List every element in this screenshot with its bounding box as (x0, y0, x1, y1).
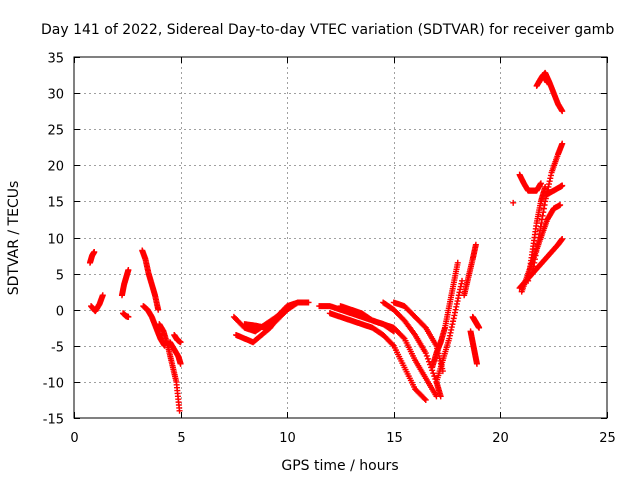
data-point (155, 306, 162, 313)
chart-title: Day 141 of 2022, Sidereal Day-to-day VTE… (41, 22, 614, 38)
data-point (557, 202, 564, 209)
y-tick-label: 0 (56, 305, 64, 320)
data-point (422, 350, 429, 357)
data-point (125, 266, 132, 273)
data-point (459, 277, 466, 284)
data-point (99, 292, 106, 299)
axis-ticks: 0 5 10 15 20 25 -15 -10 -5 0 5 10 15 20 25 30 35 (43, 52, 616, 447)
data-point (473, 360, 480, 367)
y-tick-label: 25 (47, 124, 64, 139)
x-axis-label: GPS time / hours (281, 458, 398, 474)
data-point-trace (424, 355, 431, 362)
y-axis-label: SDTVAR / TECUs (6, 181, 22, 296)
data-point (476, 324, 483, 331)
x-tick-label: 20 (492, 431, 509, 446)
y-tick-label: -5 (51, 341, 64, 356)
y-tick-label: 5 (56, 269, 64, 284)
grid (74, 57, 607, 418)
data-point (177, 339, 184, 346)
data-point (559, 182, 566, 189)
data-point (177, 360, 184, 367)
data-point (544, 79, 551, 86)
data-point (91, 248, 98, 255)
x-tick-label: 0 (70, 431, 78, 446)
plot-frame (73, 56, 608, 419)
data-point (454, 259, 461, 266)
data-point (176, 407, 183, 414)
data-point (294, 299, 301, 306)
data-point (125, 313, 132, 320)
data-point-trace (423, 352, 430, 359)
data-point (305, 299, 312, 306)
data-point-trace (400, 334, 407, 341)
data-point-trace (431, 373, 438, 380)
x-tick-label: 25 (599, 431, 616, 446)
x-tick-label: 5 (177, 431, 185, 446)
data-point-trace (293, 300, 300, 307)
data-point-trace (389, 341, 396, 348)
data-point (559, 140, 566, 147)
data-point (542, 183, 549, 190)
data-point (559, 108, 566, 115)
y-tick-label: -15 (43, 413, 64, 428)
y-tick-label: 30 (47, 88, 64, 103)
data-points (86, 69, 566, 414)
y-tick-label: 10 (47, 233, 64, 248)
y-tick-label: 15 (47, 196, 64, 211)
data-point (559, 235, 566, 242)
data-point (437, 393, 444, 400)
data-point (537, 180, 544, 187)
y-tick-label: 35 (47, 52, 64, 67)
x-tick-label: 10 (279, 431, 296, 446)
y-tick-label: -10 (43, 377, 64, 392)
data-point-trace (421, 395, 428, 402)
x-tick-label: 15 (386, 431, 403, 446)
data-point (472, 241, 479, 248)
y-tick-label: 20 (47, 160, 64, 175)
data-point (422, 396, 429, 403)
data-point-trace (430, 370, 437, 377)
data-point (510, 199, 517, 206)
